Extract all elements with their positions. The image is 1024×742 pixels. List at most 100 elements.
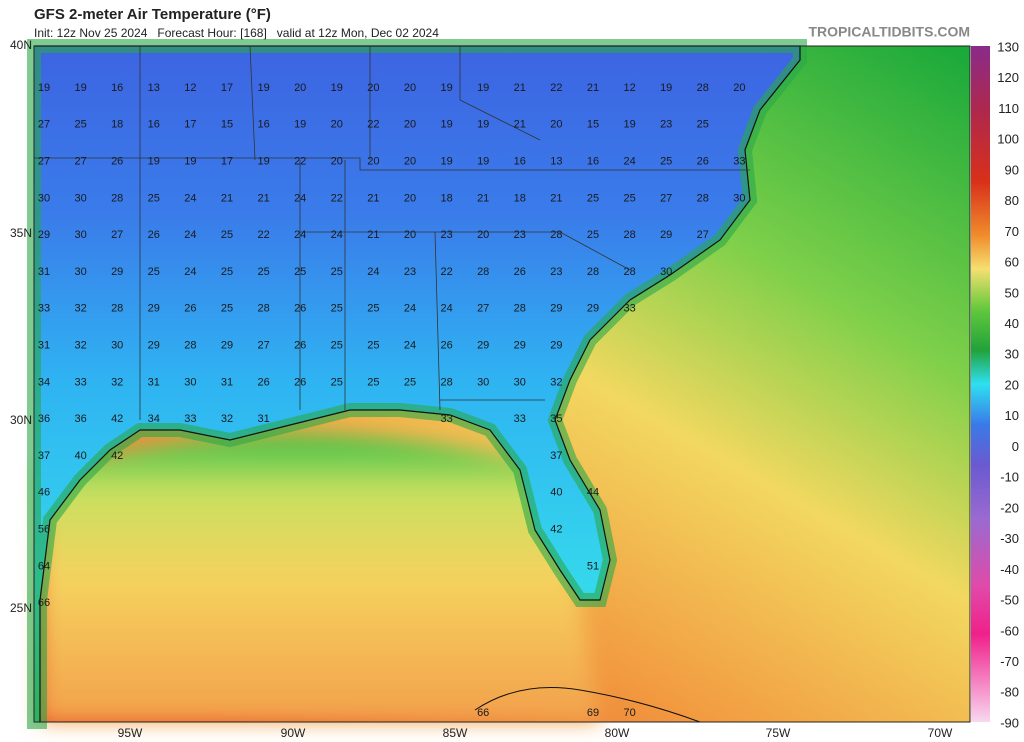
temp-value: 27 xyxy=(38,156,50,168)
temp-value: 19 xyxy=(623,119,635,131)
temp-value: 46 xyxy=(38,487,50,499)
temp-value: 20 xyxy=(404,192,416,204)
temp-value: 19 xyxy=(660,82,672,94)
temp-value: 69 xyxy=(587,707,599,719)
temp-value: 26 xyxy=(257,376,269,388)
temp-value: 22 xyxy=(550,82,562,94)
temp-value: 19 xyxy=(331,82,343,94)
brand: TROPICALTIDBITS.COM xyxy=(808,24,970,40)
temp-value: 15 xyxy=(221,119,233,131)
temp-value: 30 xyxy=(74,266,86,278)
temp-value: 20 xyxy=(477,229,489,241)
temp-value: 33 xyxy=(623,303,635,315)
temp-value: 33 xyxy=(514,413,526,425)
temp-value: 23 xyxy=(514,229,526,241)
temp-value: 15 xyxy=(587,119,599,131)
cuba xyxy=(474,687,701,723)
temp-value: 40 xyxy=(550,487,562,499)
colorbar-label: -30 xyxy=(1000,531,1019,546)
temp-value: 19 xyxy=(477,156,489,168)
temp-value: 56 xyxy=(38,524,50,536)
temp-value: 21 xyxy=(550,192,562,204)
temp-value: 24 xyxy=(294,192,306,204)
temp-value: 25 xyxy=(257,266,269,278)
temp-value: 17 xyxy=(184,119,196,131)
temp-value: 42 xyxy=(111,450,123,462)
temp-value: 19 xyxy=(440,119,452,131)
colorbar-label: 30 xyxy=(1005,347,1019,362)
temp-value: 20 xyxy=(404,82,416,94)
temp-value: 28 xyxy=(111,303,123,315)
lon-label: 75W xyxy=(766,726,791,740)
temp-value: 24 xyxy=(294,229,306,241)
lon-label: 80W xyxy=(605,726,630,740)
colorbar-label: -50 xyxy=(1000,593,1019,608)
map-frame xyxy=(33,45,971,723)
temp-value: 16 xyxy=(514,156,526,168)
temp-value: 25 xyxy=(367,340,379,352)
temp-value: 20 xyxy=(404,119,416,131)
lat-label: 30N xyxy=(10,413,32,427)
temp-value: 30 xyxy=(111,340,123,352)
temp-value: 21 xyxy=(477,192,489,204)
gulf xyxy=(40,435,600,722)
temp-value: 17 xyxy=(221,156,233,168)
temp-value: 30 xyxy=(74,192,86,204)
temp-value: 33 xyxy=(184,413,196,425)
temp-value: 26 xyxy=(294,376,306,388)
colorbar-label: 130 xyxy=(997,39,1019,54)
temp-value: 28 xyxy=(623,229,635,241)
temp-value: 27 xyxy=(38,119,50,131)
temp-value: 24 xyxy=(331,229,343,241)
lon-label: 95W xyxy=(118,726,143,740)
temp-value: 23 xyxy=(660,119,672,131)
temp-value: 33 xyxy=(733,156,745,168)
lat-label: 25N xyxy=(10,601,32,615)
temp-value: 29 xyxy=(587,303,599,315)
colorbar-label: 90 xyxy=(1005,162,1019,177)
temp-value: 29 xyxy=(111,266,123,278)
temp-value: 21 xyxy=(514,119,526,131)
temp-value: 25 xyxy=(697,119,709,131)
temp-value: 44 xyxy=(587,487,599,499)
temp-value: 28 xyxy=(184,340,196,352)
colorbar-label: 120 xyxy=(997,70,1019,85)
temp-value: 35 xyxy=(550,413,562,425)
temp-value: 25 xyxy=(404,376,416,388)
temp-value: 29 xyxy=(221,340,233,352)
temp-value: 33 xyxy=(440,413,452,425)
lat-label: 35N xyxy=(10,226,32,240)
temp-value: 16 xyxy=(587,156,599,168)
temp-value: 25 xyxy=(294,266,306,278)
temp-value: 19 xyxy=(477,119,489,131)
temp-value: 42 xyxy=(111,413,123,425)
temp-value: 22 xyxy=(367,119,379,131)
temp-value: 24 xyxy=(404,303,416,315)
title: GFS 2-meter Air Temperature (°F) xyxy=(34,6,271,23)
temp-value: 12 xyxy=(623,82,635,94)
temp-value: 26 xyxy=(440,340,452,352)
temp-value: 33 xyxy=(38,303,50,315)
temp-value: 36 xyxy=(38,413,50,425)
temp-value: 25 xyxy=(623,192,635,204)
colorbar-label: -70 xyxy=(1000,654,1019,669)
temp-value: 23 xyxy=(440,229,452,241)
temp-value: 13 xyxy=(148,82,160,94)
temp-value: 20 xyxy=(404,156,416,168)
temp-value: 30 xyxy=(660,266,672,278)
temp-value: 24 xyxy=(184,266,196,278)
temp-value: 31 xyxy=(38,340,50,352)
temp-value: 16 xyxy=(111,82,123,94)
temp-value: 27 xyxy=(697,229,709,241)
colorbar-label: 100 xyxy=(997,132,1019,147)
temp-value: 25 xyxy=(148,192,160,204)
coastline xyxy=(34,45,801,722)
colorbar-label: -10 xyxy=(1000,470,1019,485)
temp-value: 26 xyxy=(514,266,526,278)
temp-value: 25 xyxy=(367,376,379,388)
temp-value: 30 xyxy=(38,192,50,204)
temp-value: 20 xyxy=(367,156,379,168)
temp-value: 20 xyxy=(294,82,306,94)
temp-value: 30 xyxy=(184,376,196,388)
borders xyxy=(34,45,750,420)
